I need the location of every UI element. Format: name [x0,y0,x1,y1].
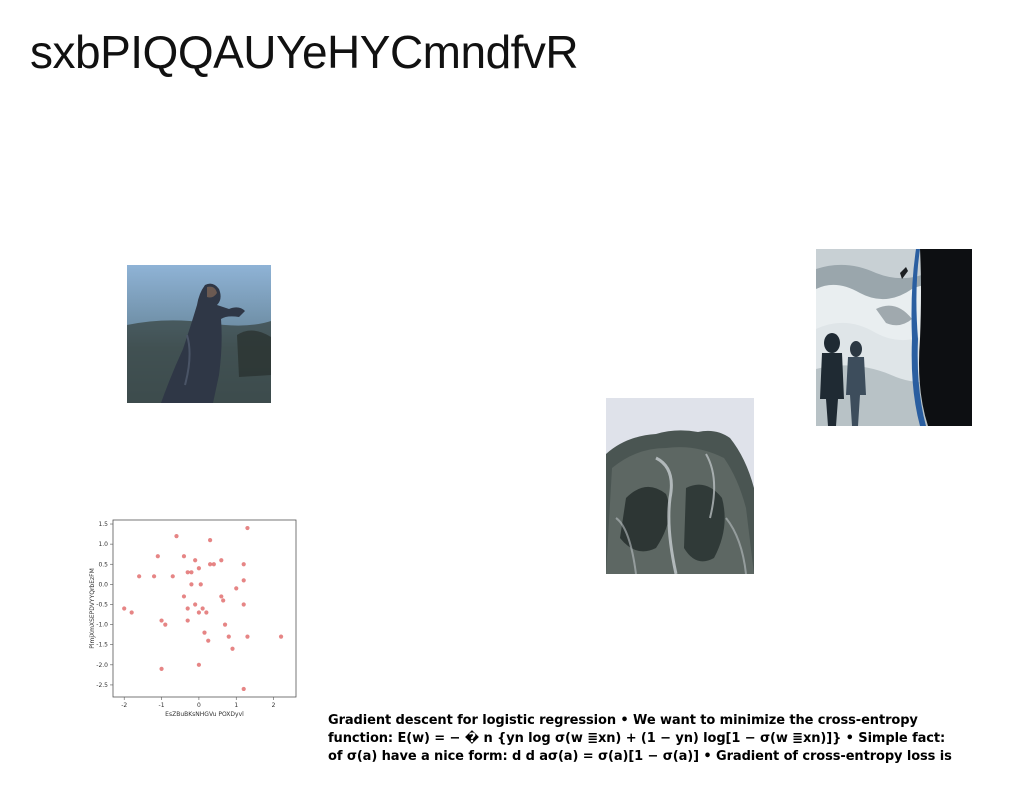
caption-line-1: Gradient descent for logistic regression… [328,713,918,728]
scatter-point [208,538,213,543]
scatter-point [211,562,216,567]
scatter-point [193,558,198,563]
page-title: sxbPIQQAUYeHYCmndfvR [30,26,579,78]
snowy-cliff-icon [606,398,754,574]
photo-person-in-field [127,265,271,403]
scatter-point [185,618,190,623]
scatter-plot-svg: -2 -1 0 1 2 1.5 1.0 0.5 0.0 -0.5 -1.0 -1.5 -2.0 -2.5 E… [89,519,297,718]
scatter-point [122,606,127,611]
person-in-coat-icon [127,265,271,403]
scatter-point [181,554,187,559]
scatter-point [137,574,142,579]
scatter-point [185,606,190,611]
scatter-point [241,578,246,583]
y-tick-label: 1.5 [98,521,108,528]
scatter-point [219,594,224,599]
scatter-point [189,582,194,587]
scatter-point [185,570,190,575]
caption-line-3: of σ(a) have a nice form: d d aσ(a) = σ(… [328,749,952,764]
scatter-point [196,566,201,571]
scatter-point [159,618,164,623]
scatter-point [245,634,250,639]
y-tick-label: -2.0 [96,662,108,669]
scatter-point [200,606,205,611]
y-tick-label: -1.0 [96,622,108,629]
scatter-point [241,602,246,607]
y-tick-label: -2.5 [96,682,108,689]
scatter-point [204,610,209,615]
scatter-point [202,630,207,635]
scatter-point [196,662,201,667]
scatter-point [198,582,203,587]
scatter-point [181,594,187,599]
scatter-point [155,554,160,559]
scatter-point [159,666,164,671]
scatter-point [189,570,194,575]
scatter-point [196,610,201,615]
y-tick-label: 0.5 [98,561,108,568]
plot-frame [112,519,297,698]
scatter-point [174,533,179,539]
x-tick-label: -1 [159,702,165,709]
scatter-chart: -2 -1 0 1 2 1.5 1.0 0.5 0.0 -0.5 -1.0 -1.5 -2.0 -2.5 E… [86,514,306,720]
scatter-point [245,525,250,531]
y-tick-label: -1.5 [96,642,108,649]
scatter-point [219,558,224,563]
scatter-point [208,562,213,567]
caption-line-2: function: E(w) = − � n {yn log σ(w ≣xn) … [328,731,946,746]
caption-text: Gradient descent for logistic regression… [328,712,1018,766]
scatter-point [241,562,246,567]
scatter-point [170,574,175,579]
y-axis-label: PlmjXmXSEPDVYYQrbEzFM [89,568,96,649]
ocean-waves-icon [816,249,972,426]
scatter-point [151,574,157,579]
y-tick-label: 1.0 [98,541,108,548]
scatter-point [234,586,239,591]
x-tick-label: 1 [234,702,238,709]
scatter-point [230,646,235,651]
scatter-point [226,634,231,639]
scatter-point [163,622,168,627]
photo-ocean-waves [816,249,972,426]
photo-snowy-cliff [606,398,754,574]
scatter-point [221,598,226,603]
scatter-point [129,610,134,615]
scatter-point [222,622,228,627]
x-tick-label: 0 [197,702,201,709]
x-axis-label: EsZBuBKsNHGVu POXDyvl [165,711,244,718]
scatter-point [241,686,246,692]
scatter-point [278,634,284,639]
y-tick-label: 0.0 [98,581,108,588]
y-tick-label: -0.5 [96,601,108,608]
scatter-point [193,602,198,607]
x-tick-label: -2 [121,702,127,709]
scatter-point [206,638,211,643]
x-tick-label: 2 [272,702,276,709]
